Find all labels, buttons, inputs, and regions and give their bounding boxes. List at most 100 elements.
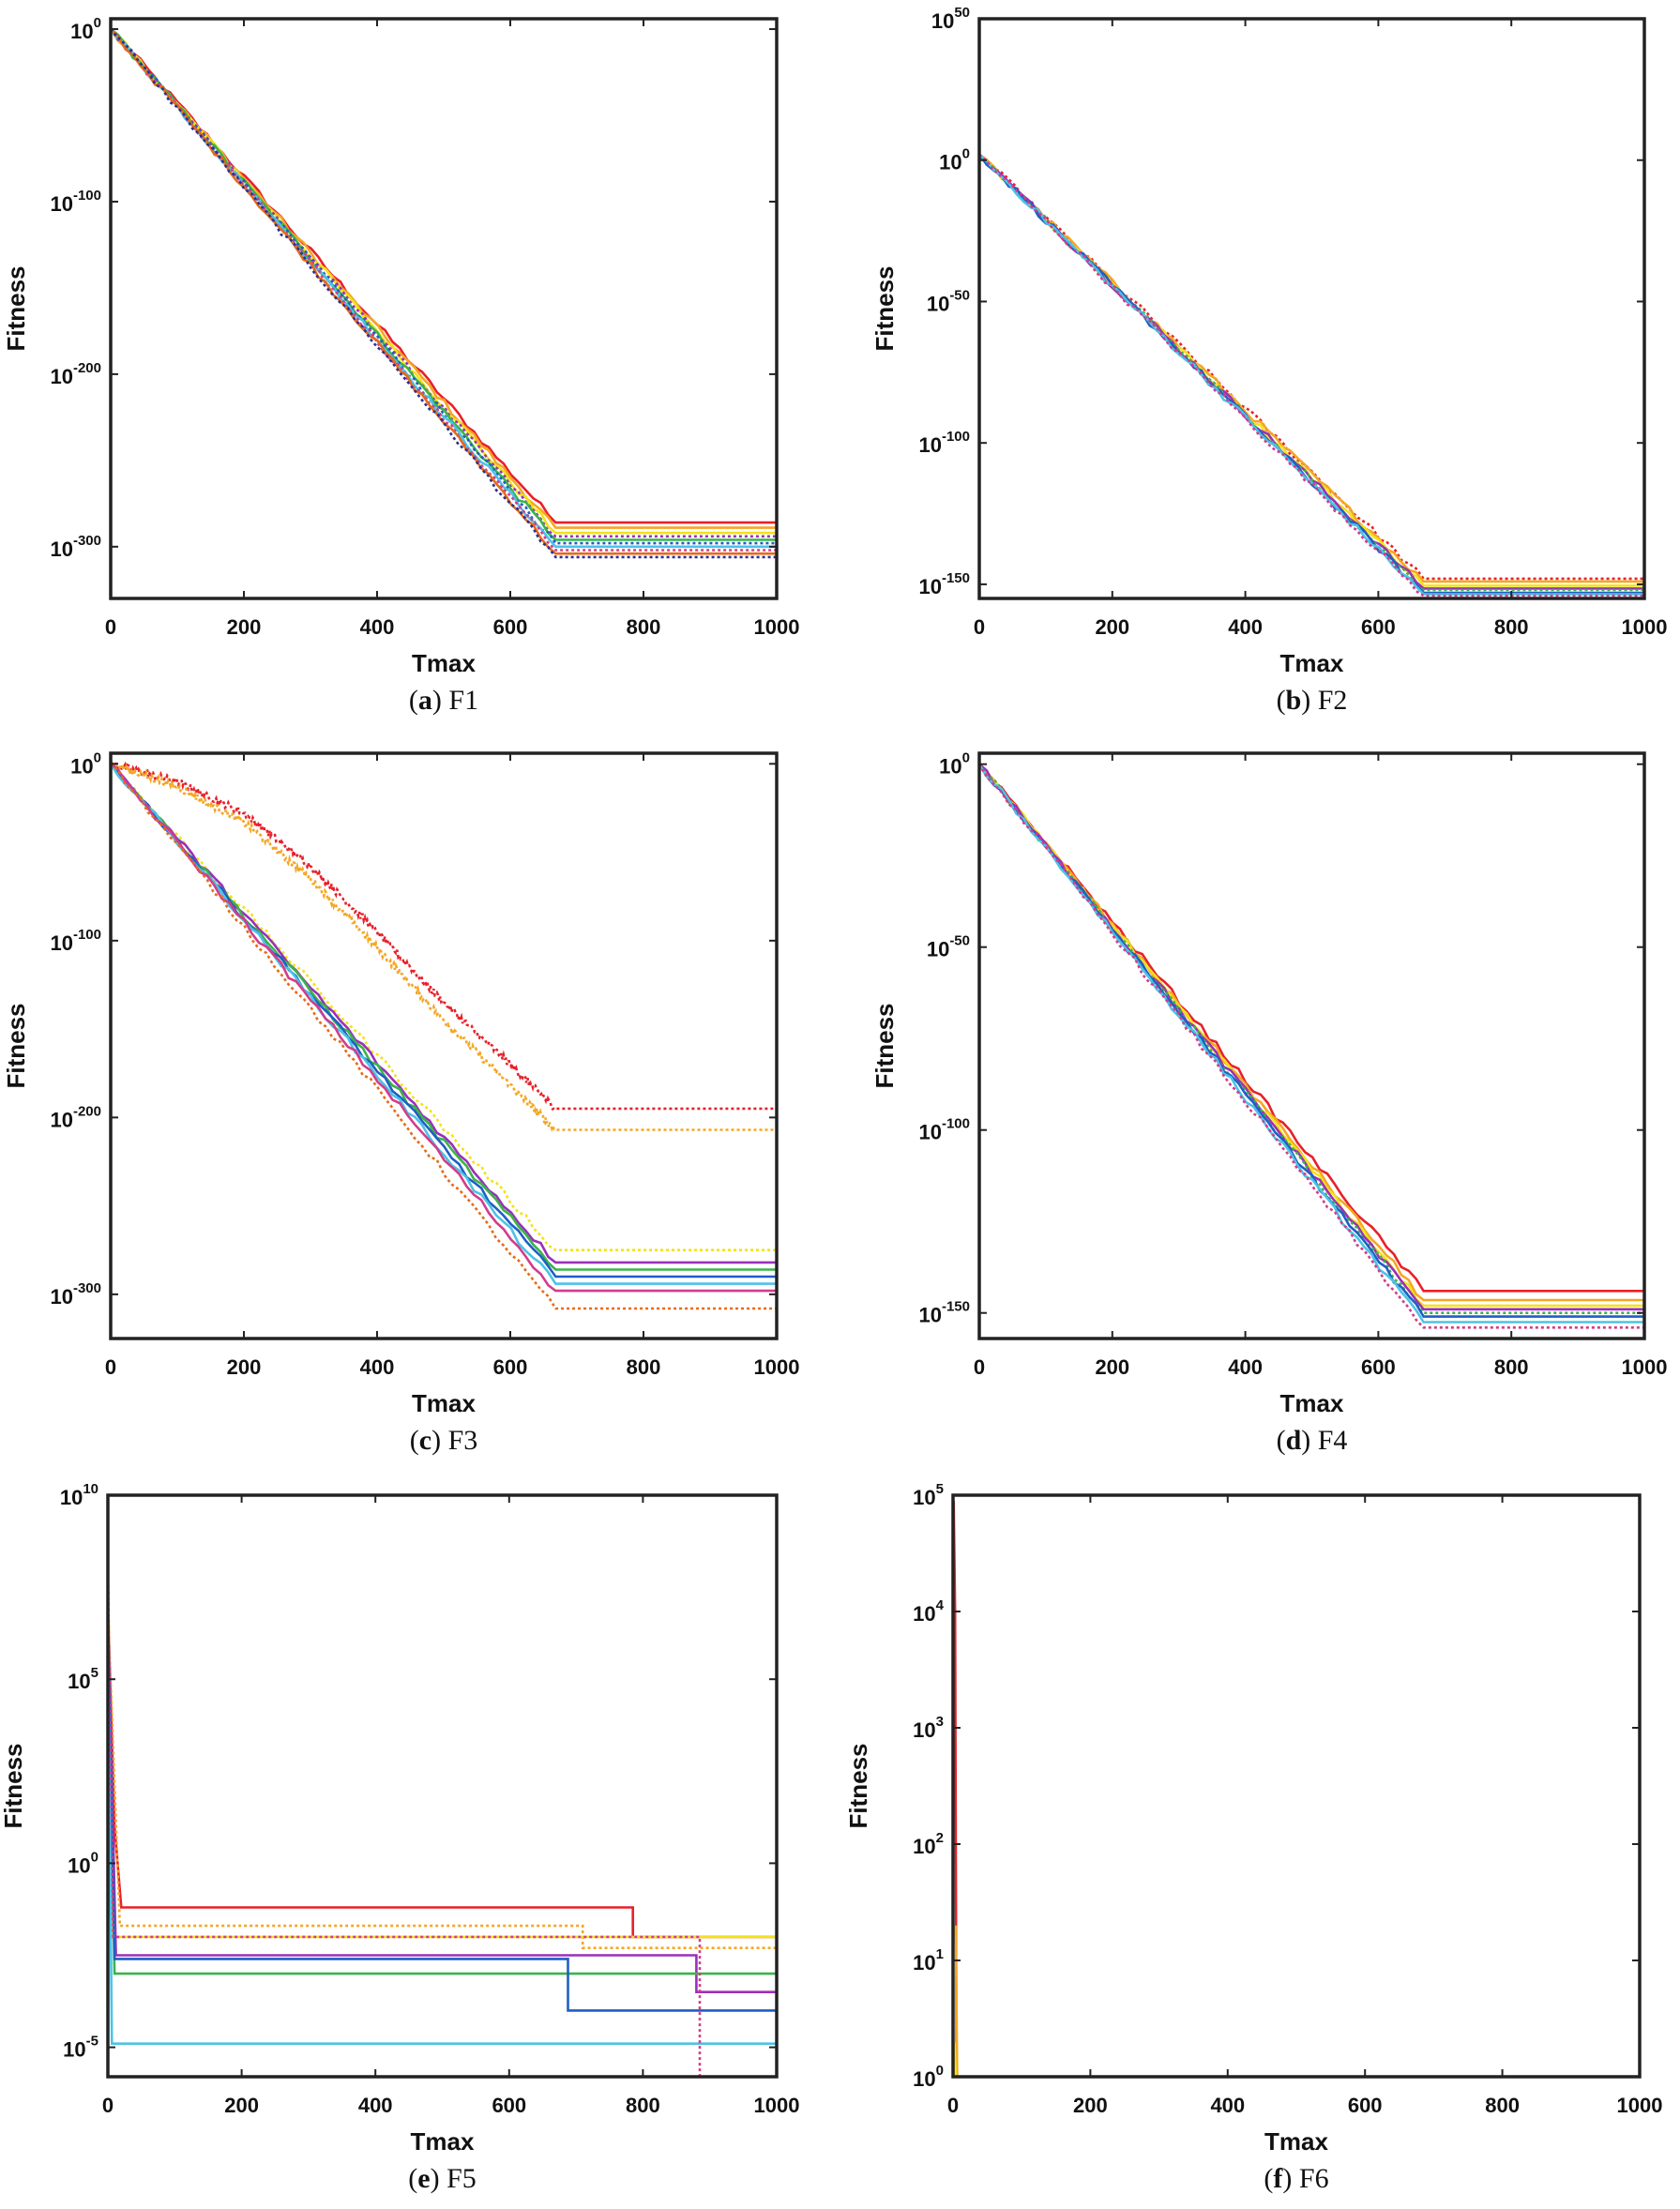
series-line-run3 bbox=[979, 763, 1644, 1308]
series-line-yellow bbox=[108, 1605, 777, 2012]
series-line-slow1 bbox=[111, 758, 777, 1112]
series-line-run2 bbox=[111, 28, 777, 529]
x-tick-label: 200 bbox=[224, 2094, 259, 2117]
x-tick-label: 200 bbox=[227, 1355, 262, 1379]
x-tick-label: 1000 bbox=[754, 615, 800, 639]
x-axis-label: Tmax bbox=[412, 649, 476, 677]
series-group bbox=[108, 1568, 777, 2077]
y-tick-label: 10-100 bbox=[918, 429, 970, 457]
x-tick-label: 1000 bbox=[754, 1355, 800, 1379]
x-axis-label: Tmax bbox=[1280, 649, 1344, 677]
y-axis-label: Fitness bbox=[870, 265, 899, 351]
series-line-run5 bbox=[979, 153, 1644, 592]
x-tick-label: 0 bbox=[105, 615, 116, 639]
y-tick-label: 10-100 bbox=[50, 927, 101, 955]
y-axis-label: Fitness bbox=[844, 1743, 872, 1828]
series-line-run7 bbox=[111, 763, 777, 1310]
x-axis-label: Tmax bbox=[411, 2127, 475, 2156]
series-line-run6 bbox=[979, 764, 1644, 1318]
x-tick-label: 1000 bbox=[1622, 615, 1668, 639]
y-tick-label: 10-50 bbox=[927, 287, 970, 315]
series-line-run1 bbox=[979, 153, 1644, 581]
series-line-red bbox=[953, 2041, 1640, 2077]
series-line-run7 bbox=[111, 28, 777, 549]
y-tick-label: 10-100 bbox=[918, 1116, 970, 1144]
series-line-blue bbox=[953, 1501, 1640, 2077]
plot-frame bbox=[106, 1493, 779, 2079]
x-tick-label: 200 bbox=[227, 615, 262, 639]
y-tick-label: 1050 bbox=[931, 5, 970, 33]
y-tick-label: 10-150 bbox=[918, 570, 970, 598]
x-tick-label: 800 bbox=[1485, 2094, 1520, 2117]
series-line-run8 bbox=[979, 764, 1644, 1329]
chart-panel-d: 0 200 400 600 800 1000 100 10-50 10-100 10-150 Tma… bbox=[870, 750, 1667, 1456]
y-tick-label: 101 bbox=[913, 1946, 944, 1974]
x-tick-label: 800 bbox=[627, 1355, 661, 1379]
x-tick-label: 0 bbox=[974, 615, 985, 639]
x-tick-label: 400 bbox=[360, 1355, 395, 1379]
panel-caption: (c) F3 bbox=[410, 1425, 478, 1456]
chart-panel-f: 0 200 400 600 800 1000 105 104 103 102 101 100 Tmax F… bbox=[844, 1481, 1662, 2194]
series-line-orange bbox=[108, 1605, 777, 1949]
series-line-run3 bbox=[979, 153, 1644, 587]
series-line-run5 bbox=[111, 763, 777, 1285]
x-axis-label: Tmax bbox=[412, 1389, 476, 1417]
panel-caption: (f) F6 bbox=[1264, 2163, 1328, 2194]
y-tick-label: 10-5 bbox=[63, 2034, 98, 2062]
series-group bbox=[111, 758, 777, 1310]
series-line-run5 bbox=[111, 27, 777, 541]
panel-caption: (a) F1 bbox=[409, 685, 478, 716]
plot-frame bbox=[977, 751, 1646, 1340]
series-line-run7 bbox=[979, 153, 1644, 596]
x-tick-label: 600 bbox=[1348, 2094, 1383, 2117]
panel-caption: (d) F4 bbox=[1277, 1425, 1348, 1456]
x-tick-label: 400 bbox=[360, 615, 395, 639]
series-group bbox=[979, 153, 1644, 598]
y-tick-label: 105 bbox=[68, 1665, 98, 1693]
plot-frame bbox=[951, 1493, 1642, 2079]
plot-frame bbox=[977, 17, 1646, 600]
y-axis-label: Fitness bbox=[2, 1003, 30, 1088]
series-line-run1 bbox=[979, 763, 1644, 1293]
series-line-run6 bbox=[979, 153, 1644, 595]
y-tick-label: 100 bbox=[70, 15, 101, 43]
plot-frame bbox=[109, 751, 779, 1340]
series-line-slow2 bbox=[111, 759, 777, 1133]
x-axis-label: Tmax bbox=[1280, 1389, 1344, 1417]
y-tick-label: 10-50 bbox=[927, 933, 970, 961]
y-tick-label: 104 bbox=[913, 1597, 944, 1626]
series-line-run3 bbox=[111, 28, 777, 535]
x-tick-label: 800 bbox=[1494, 1355, 1529, 1379]
series-line-navy bbox=[108, 1568, 777, 1939]
series-line-run9 bbox=[111, 28, 777, 555]
series-line-run10 bbox=[111, 28, 777, 559]
y-tick-label: 100 bbox=[70, 749, 101, 778]
y-tick-label: 100 bbox=[939, 750, 970, 779]
x-tick-label: 600 bbox=[492, 2094, 526, 2117]
y-tick-label: 100 bbox=[68, 1849, 98, 1877]
series-group bbox=[111, 27, 777, 559]
y-axis-label: Fitness bbox=[0, 1743, 27, 1828]
series-line-run4 bbox=[979, 153, 1644, 590]
y-tick-label: 10-150 bbox=[918, 1299, 970, 1327]
series-line-run2 bbox=[979, 153, 1644, 583]
x-tick-label: 200 bbox=[1095, 615, 1129, 639]
x-tick-label: 400 bbox=[1228, 615, 1263, 639]
series-line-run1 bbox=[111, 28, 777, 524]
x-tick-label: 0 bbox=[102, 2094, 114, 2117]
x-tick-label: 400 bbox=[1228, 1355, 1263, 1379]
series-line-green bbox=[954, 1925, 1640, 2077]
series-line-red bbox=[108, 1605, 777, 1939]
x-tick-label: 600 bbox=[493, 615, 528, 639]
series-line-run8 bbox=[979, 153, 1644, 598]
y-tick-label: 10-300 bbox=[50, 1280, 101, 1309]
x-tick-label: 600 bbox=[1361, 615, 1396, 639]
y-tick-label: 10-200 bbox=[50, 1103, 101, 1131]
y-axis-label: Fitness bbox=[2, 265, 30, 351]
series-line-run8 bbox=[111, 28, 777, 552]
series-line-run3 bbox=[111, 763, 777, 1271]
x-tick-label: 400 bbox=[358, 2094, 393, 2117]
series-group bbox=[953, 1501, 1640, 2077]
series-line-run2 bbox=[111, 763, 777, 1264]
